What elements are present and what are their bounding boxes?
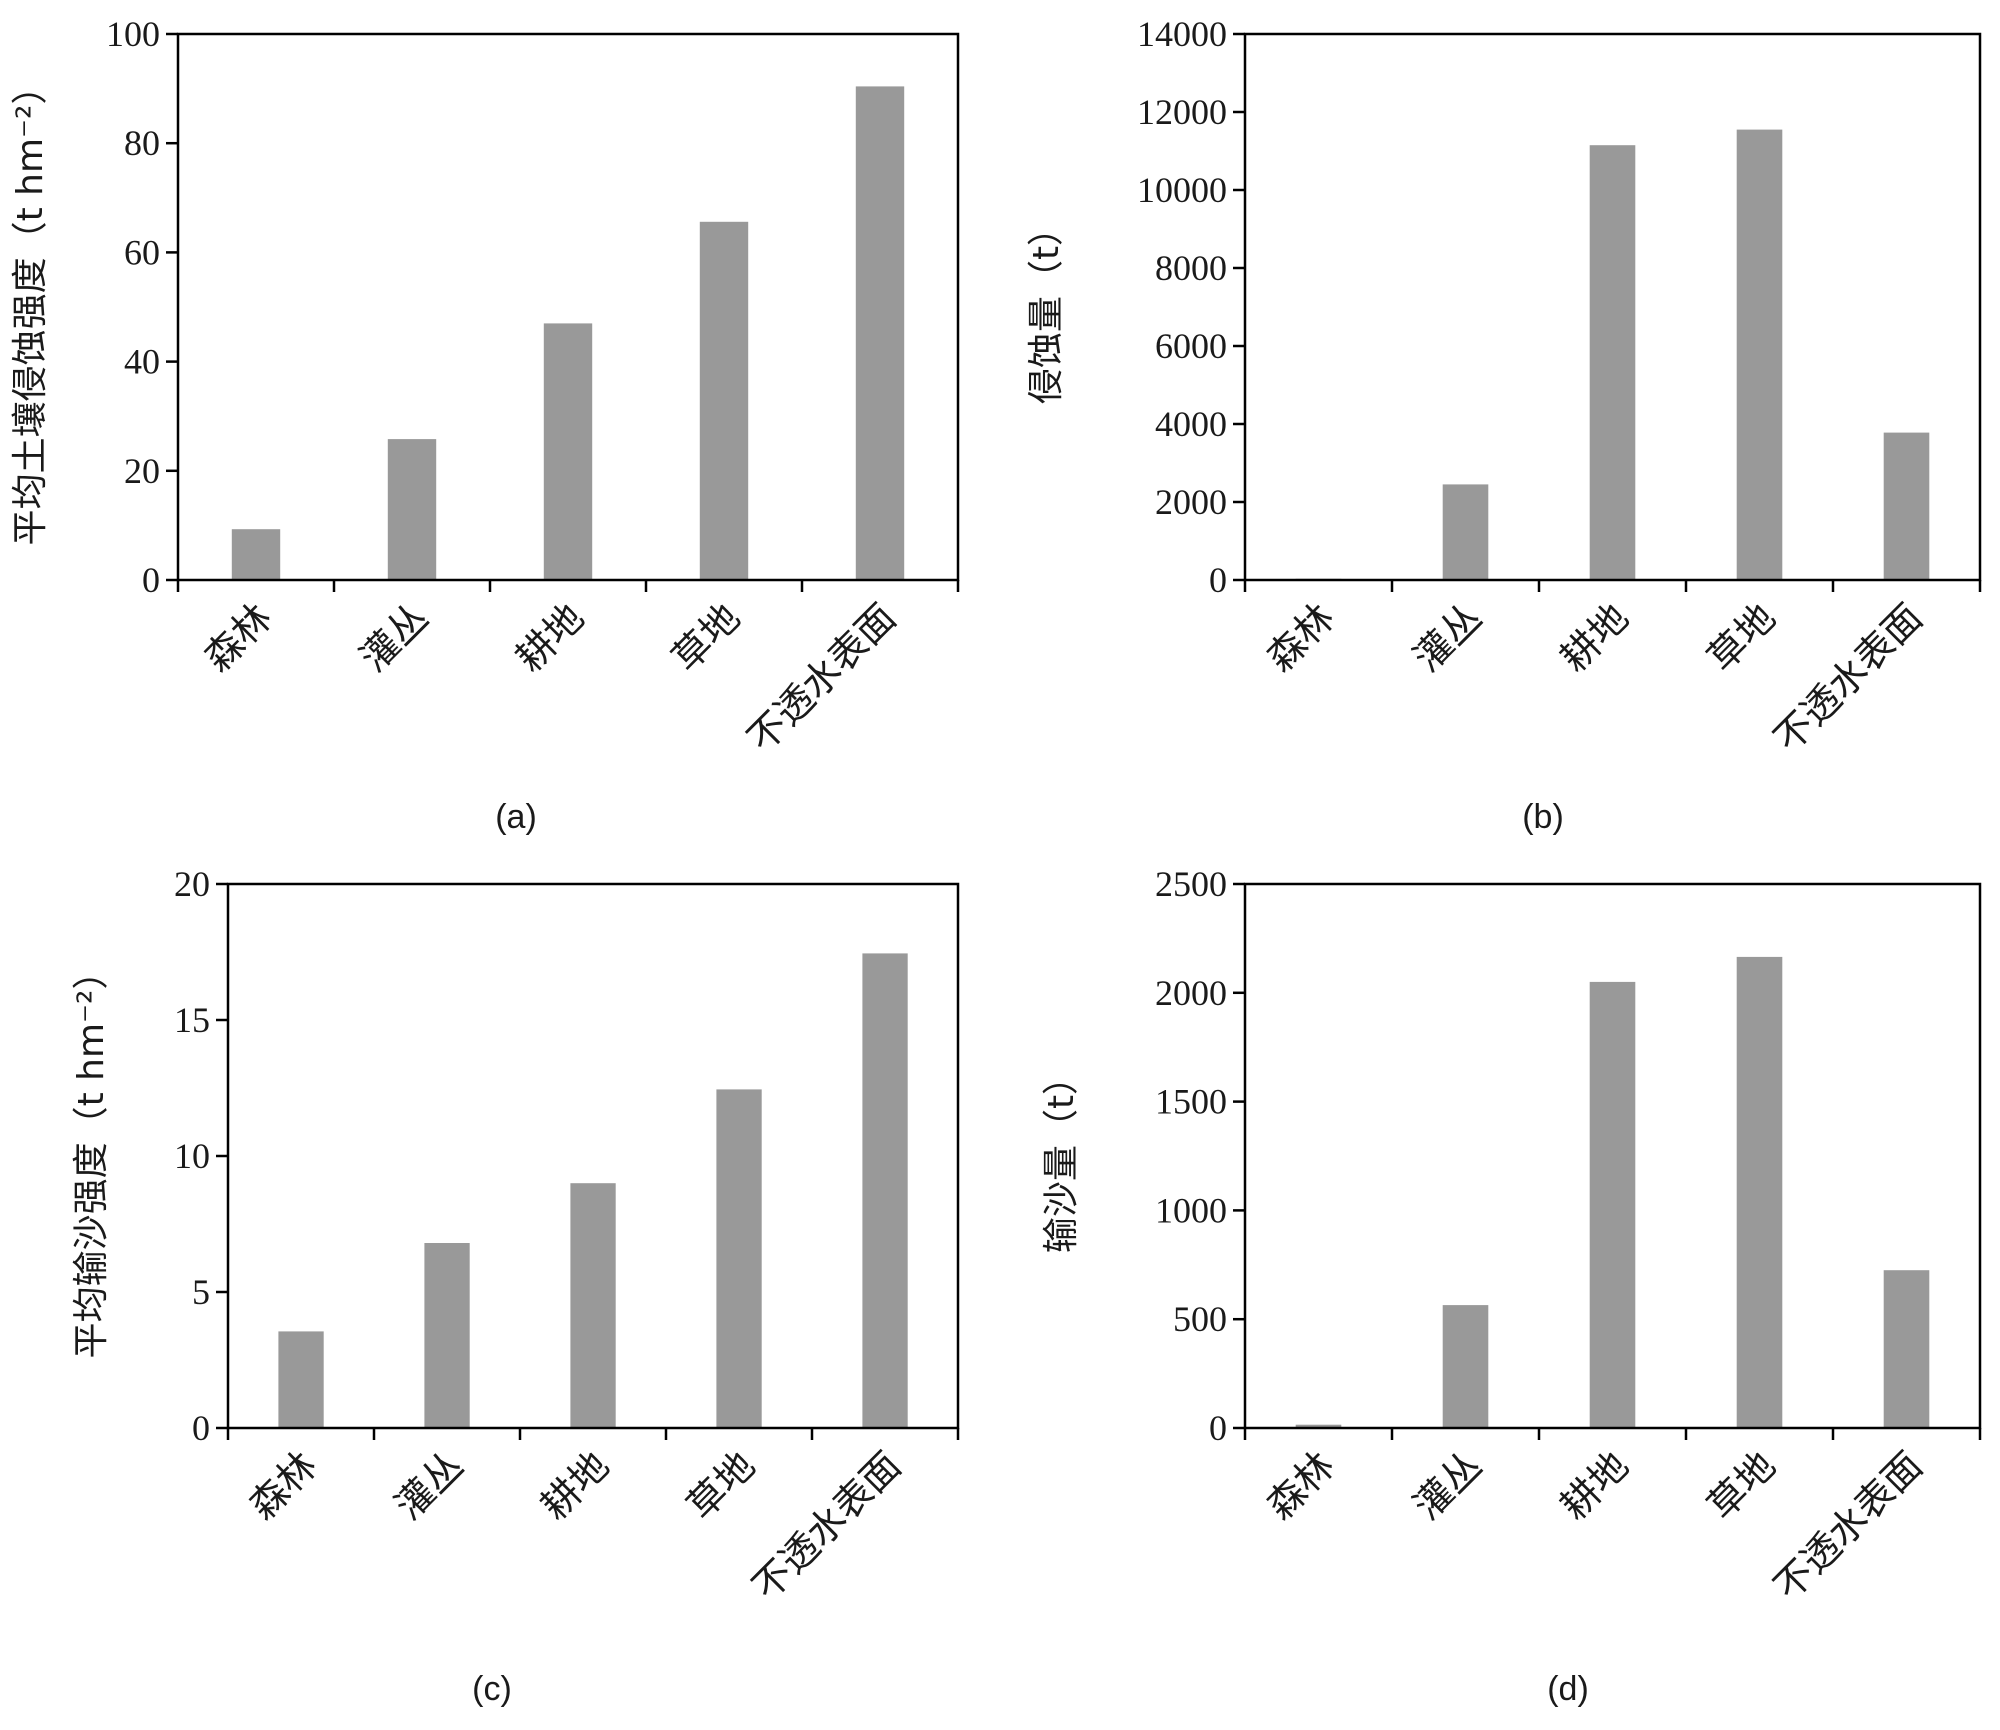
- panel-label-a: (a): [495, 798, 537, 836]
- y-tick-label-d-6: 2500: [1155, 864, 1227, 904]
- panel-label-d: (d): [1547, 1670, 1589, 1708]
- y-tick-label-b-4: 6000: [1155, 326, 1227, 366]
- panel-label-b: (b): [1522, 798, 1564, 836]
- chart-panel-b: 0 2000 4000 6000 8000 10000 12000 14000 森林 灌丛 耕地 草地…: [1026, 14, 1982, 836]
- bar-d-4: [1736, 956, 1783, 1428]
- y-tick-label-a-5: 80: [124, 123, 160, 163]
- category-label-c-1: 森林: [241, 1443, 326, 1528]
- category-label-a-2: 灌丛: [352, 595, 437, 680]
- category-label-a-3: 耕地: [508, 595, 593, 680]
- category-label-c-5: 不透水表面: [744, 1443, 909, 1608]
- bar-c-2: [424, 1243, 470, 1428]
- bar-b-3: [1589, 145, 1636, 580]
- category-label-b-2: 灌丛: [1405, 595, 1490, 680]
- y-tick-label-a-6: 100: [106, 14, 160, 54]
- bar-b-4: [1736, 129, 1783, 580]
- bar-d-1: [1295, 1424, 1342, 1428]
- bar-c-3: [570, 1183, 616, 1428]
- y-tick-label-a-2: 20: [124, 451, 160, 491]
- y-tick-label-a-3: 40: [124, 342, 160, 382]
- bar-a-3: [543, 323, 593, 580]
- plot-frame-d: [1243, 882, 1982, 1430]
- y-tick-label-d-3: 1000: [1155, 1190, 1227, 1230]
- bar-c-1: [278, 1331, 324, 1428]
- category-label-b-4: 草地: [1699, 595, 1784, 680]
- bar-a-5: [855, 86, 905, 581]
- y-tick-label-c-1: 0: [192, 1408, 210, 1448]
- y-tick-label-d-5: 2000: [1155, 973, 1227, 1013]
- bar-b-5: [1883, 432, 1930, 580]
- y-tick-label-b-2: 2000: [1155, 482, 1227, 522]
- plot-frame-a: [176, 32, 960, 582]
- panel-label-c: (c): [472, 1670, 512, 1708]
- bar-d-5: [1883, 1270, 1930, 1428]
- y-axis-title-c: 平均输沙强度（t hm⁻²）: [71, 954, 112, 1359]
- category-label-b-5: 不透水表面: [1765, 595, 1930, 760]
- category-label-a-4: 草地: [664, 595, 749, 680]
- y-axis-title-b: 侵蚀量（t）: [1026, 210, 1067, 404]
- category-label-d-1: 森林: [1258, 1443, 1343, 1528]
- bar-b-2: [1442, 484, 1489, 580]
- y-tick-label-d-1: 0: [1209, 1408, 1227, 1448]
- category-label-d-3: 耕地: [1552, 1443, 1637, 1528]
- category-label-b-1: 森林: [1258, 595, 1343, 680]
- y-axis-title-a: 平均土壤侵蚀强度（t hm⁻²）: [10, 69, 51, 546]
- y-tick-label-b-5: 8000: [1155, 248, 1227, 288]
- category-label-c-2: 灌丛: [387, 1443, 472, 1528]
- category-label-a-1: 森林: [196, 595, 281, 680]
- plot-frame-b: [1243, 32, 1982, 582]
- y-tick-label-a-1: 0: [142, 560, 160, 600]
- y-tick-label-b-7: 12000: [1137, 92, 1227, 132]
- y-tick-label-c-3: 10: [174, 1136, 210, 1176]
- bar-a-1: [231, 529, 281, 580]
- y-tick-label-c-5: 20: [174, 864, 210, 904]
- bar-c-5: [862, 953, 908, 1428]
- bar-c-4: [716, 1089, 762, 1428]
- y-axis-title-d: 输沙量（t）: [1041, 1059, 1082, 1253]
- bar-d-3: [1589, 981, 1636, 1428]
- category-label-d-4: 草地: [1699, 1443, 1784, 1528]
- y-tick-label-b-1: 0: [1209, 560, 1227, 600]
- y-tick-label-b-3: 4000: [1155, 404, 1227, 444]
- category-label-a-5: 不透水表面: [739, 595, 904, 760]
- category-label-c-3: 耕地: [533, 1443, 618, 1528]
- category-label-b-3: 耕地: [1552, 595, 1637, 680]
- y-tick-label-d-4: 1500: [1155, 1082, 1227, 1122]
- category-label-d-2: 灌丛: [1405, 1443, 1490, 1528]
- y-tick-label-d-2: 500: [1173, 1299, 1227, 1339]
- y-tick-label-b-8: 14000: [1137, 14, 1227, 54]
- y-tick-label-c-4: 15: [174, 1000, 210, 1040]
- bar-a-4: [699, 221, 749, 581]
- bar-d-2: [1442, 1305, 1489, 1428]
- y-tick-label-a-4: 60: [124, 232, 160, 272]
- bar-a-2: [387, 439, 437, 580]
- category-label-c-4: 草地: [679, 1443, 764, 1528]
- category-label-d-5: 不透水表面: [1765, 1443, 1930, 1608]
- y-tick-label-c-2: 5: [192, 1272, 210, 1312]
- y-tick-label-b-6: 10000: [1137, 170, 1227, 210]
